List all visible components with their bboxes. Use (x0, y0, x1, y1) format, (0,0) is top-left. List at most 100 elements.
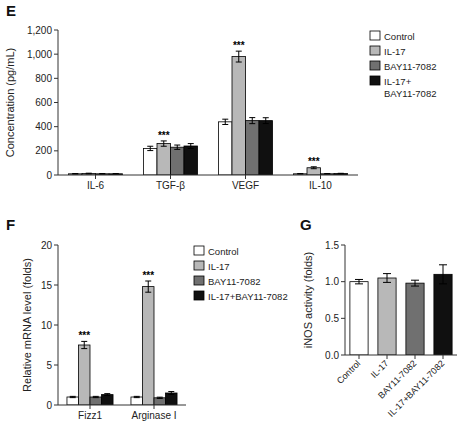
bar (102, 395, 114, 405)
error-bar (355, 279, 363, 283)
panel-title: F (6, 216, 15, 233)
legend-label: IL-17+BAY11-7082 (208, 291, 288, 302)
error-cap (338, 173, 344, 174)
error-cap (113, 173, 119, 174)
error-cap (81, 348, 87, 349)
error-cap (263, 123, 269, 124)
x-tick (443, 355, 444, 359)
error-cap (147, 150, 153, 151)
legend-line: BAY11-7082 (384, 88, 436, 99)
error-bar (338, 173, 344, 174)
error-cap (411, 286, 419, 287)
error-bar (86, 173, 92, 175)
bar (232, 57, 246, 175)
figure: 02004006008001,0001,200IL-6TGF-βVEGFIL-1… (0, 0, 467, 434)
legend-label: IL-17 (384, 46, 406, 57)
error-cap (93, 396, 99, 397)
legend-label: IL-17 (208, 261, 230, 272)
legend-swatch (194, 291, 204, 300)
legend-label: IL-17+BAY11-7082 (384, 76, 436, 99)
error-cap (249, 123, 255, 124)
legend-line: IL-17 (208, 261, 230, 272)
error-cap (355, 283, 363, 284)
legend-swatch (194, 276, 204, 285)
error-cap (70, 397, 76, 398)
error-bar (161, 141, 167, 146)
error-cap (324, 173, 330, 174)
bar (406, 283, 424, 355)
x-tick (320, 175, 321, 179)
y-tick (54, 365, 58, 366)
y-tick-label: 0 (46, 170, 52, 181)
error-bar (104, 394, 110, 396)
error-line (190, 144, 191, 149)
y-axis-label: Relative mRNA level (folds) (21, 258, 33, 392)
y-tick-label: 1.5 (325, 240, 339, 251)
y-tick (54, 54, 58, 55)
bar (131, 397, 143, 405)
legend-swatch (194, 246, 204, 255)
y-axis (345, 245, 346, 355)
bar (184, 146, 198, 175)
legend-label: Control (384, 31, 415, 42)
error-line (177, 145, 178, 149)
legend-line: Control (384, 31, 415, 42)
error-bar (311, 167, 317, 169)
bar (154, 398, 166, 405)
bar (90, 397, 102, 405)
error-bar (383, 274, 391, 283)
y-axis-label: Concentration (pg/mL) (4, 48, 16, 157)
y-tick-label: 5 (46, 360, 52, 371)
panel-2: 0.00.51.01.5ControlIL-17BAY11-7082IL-17+… (300, 216, 457, 419)
x-tick-label: VEGF (232, 180, 259, 191)
error-cap (383, 273, 391, 274)
annotation: *** (158, 130, 170, 141)
error-bar (174, 145, 180, 149)
error-bar (222, 119, 228, 124)
y-tick-label: 1,000 (27, 49, 52, 60)
legend-line: Control (208, 246, 239, 257)
y-axis-label: iNOS activity (folds) (302, 252, 314, 349)
error-cap (70, 396, 76, 397)
y-tick-label: 0.5 (325, 313, 339, 324)
panel-title: G (300, 216, 312, 233)
legend-label: BAY11-7082 (384, 61, 436, 72)
x-tick (170, 175, 171, 179)
error-cap (439, 283, 447, 284)
error-cap (188, 143, 194, 144)
error-line (238, 51, 239, 62)
error-cap (168, 391, 174, 392)
x-tick-label: Control (335, 358, 363, 386)
y-tick (341, 245, 345, 246)
error-cap (72, 174, 78, 175)
error-cap (157, 398, 163, 399)
y-tick-label: 1,200 (27, 25, 52, 36)
error-cap (236, 62, 242, 63)
error-cap (439, 264, 447, 265)
x-tick-label: Arginase I (131, 410, 176, 421)
error-cap (86, 173, 92, 174)
bar (246, 121, 260, 175)
error-bar (99, 173, 105, 174)
x-tick-label: IL-17+BAY11-7082 (386, 358, 446, 418)
annotation: *** (78, 330, 90, 341)
error-bar (188, 144, 194, 149)
bar (157, 144, 171, 175)
y-tick-label: 800 (35, 73, 52, 84)
error-line (265, 118, 266, 124)
error-cap (249, 117, 255, 118)
error-cap (157, 397, 163, 398)
error-bar (81, 341, 87, 348)
bar (219, 122, 233, 175)
error-bar (324, 173, 330, 174)
error-bar (72, 173, 78, 174)
x-tick (90, 405, 91, 409)
y-tick (54, 245, 58, 246)
error-cap (72, 173, 78, 174)
error-cap (113, 174, 119, 175)
y-tick (54, 405, 58, 406)
bar (259, 121, 273, 175)
legend-swatch (370, 31, 380, 40)
error-cap (324, 174, 330, 175)
legend-swatch (370, 61, 380, 70)
